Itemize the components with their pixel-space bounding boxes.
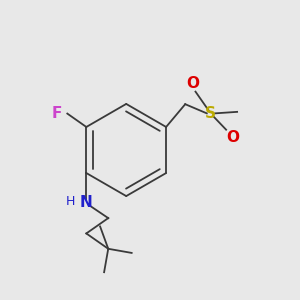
Text: N: N — [80, 195, 93, 210]
Text: H: H — [65, 195, 75, 208]
Text: F: F — [51, 106, 62, 121]
Text: O: O — [186, 76, 199, 91]
Text: S: S — [205, 106, 216, 121]
Text: O: O — [226, 130, 239, 145]
